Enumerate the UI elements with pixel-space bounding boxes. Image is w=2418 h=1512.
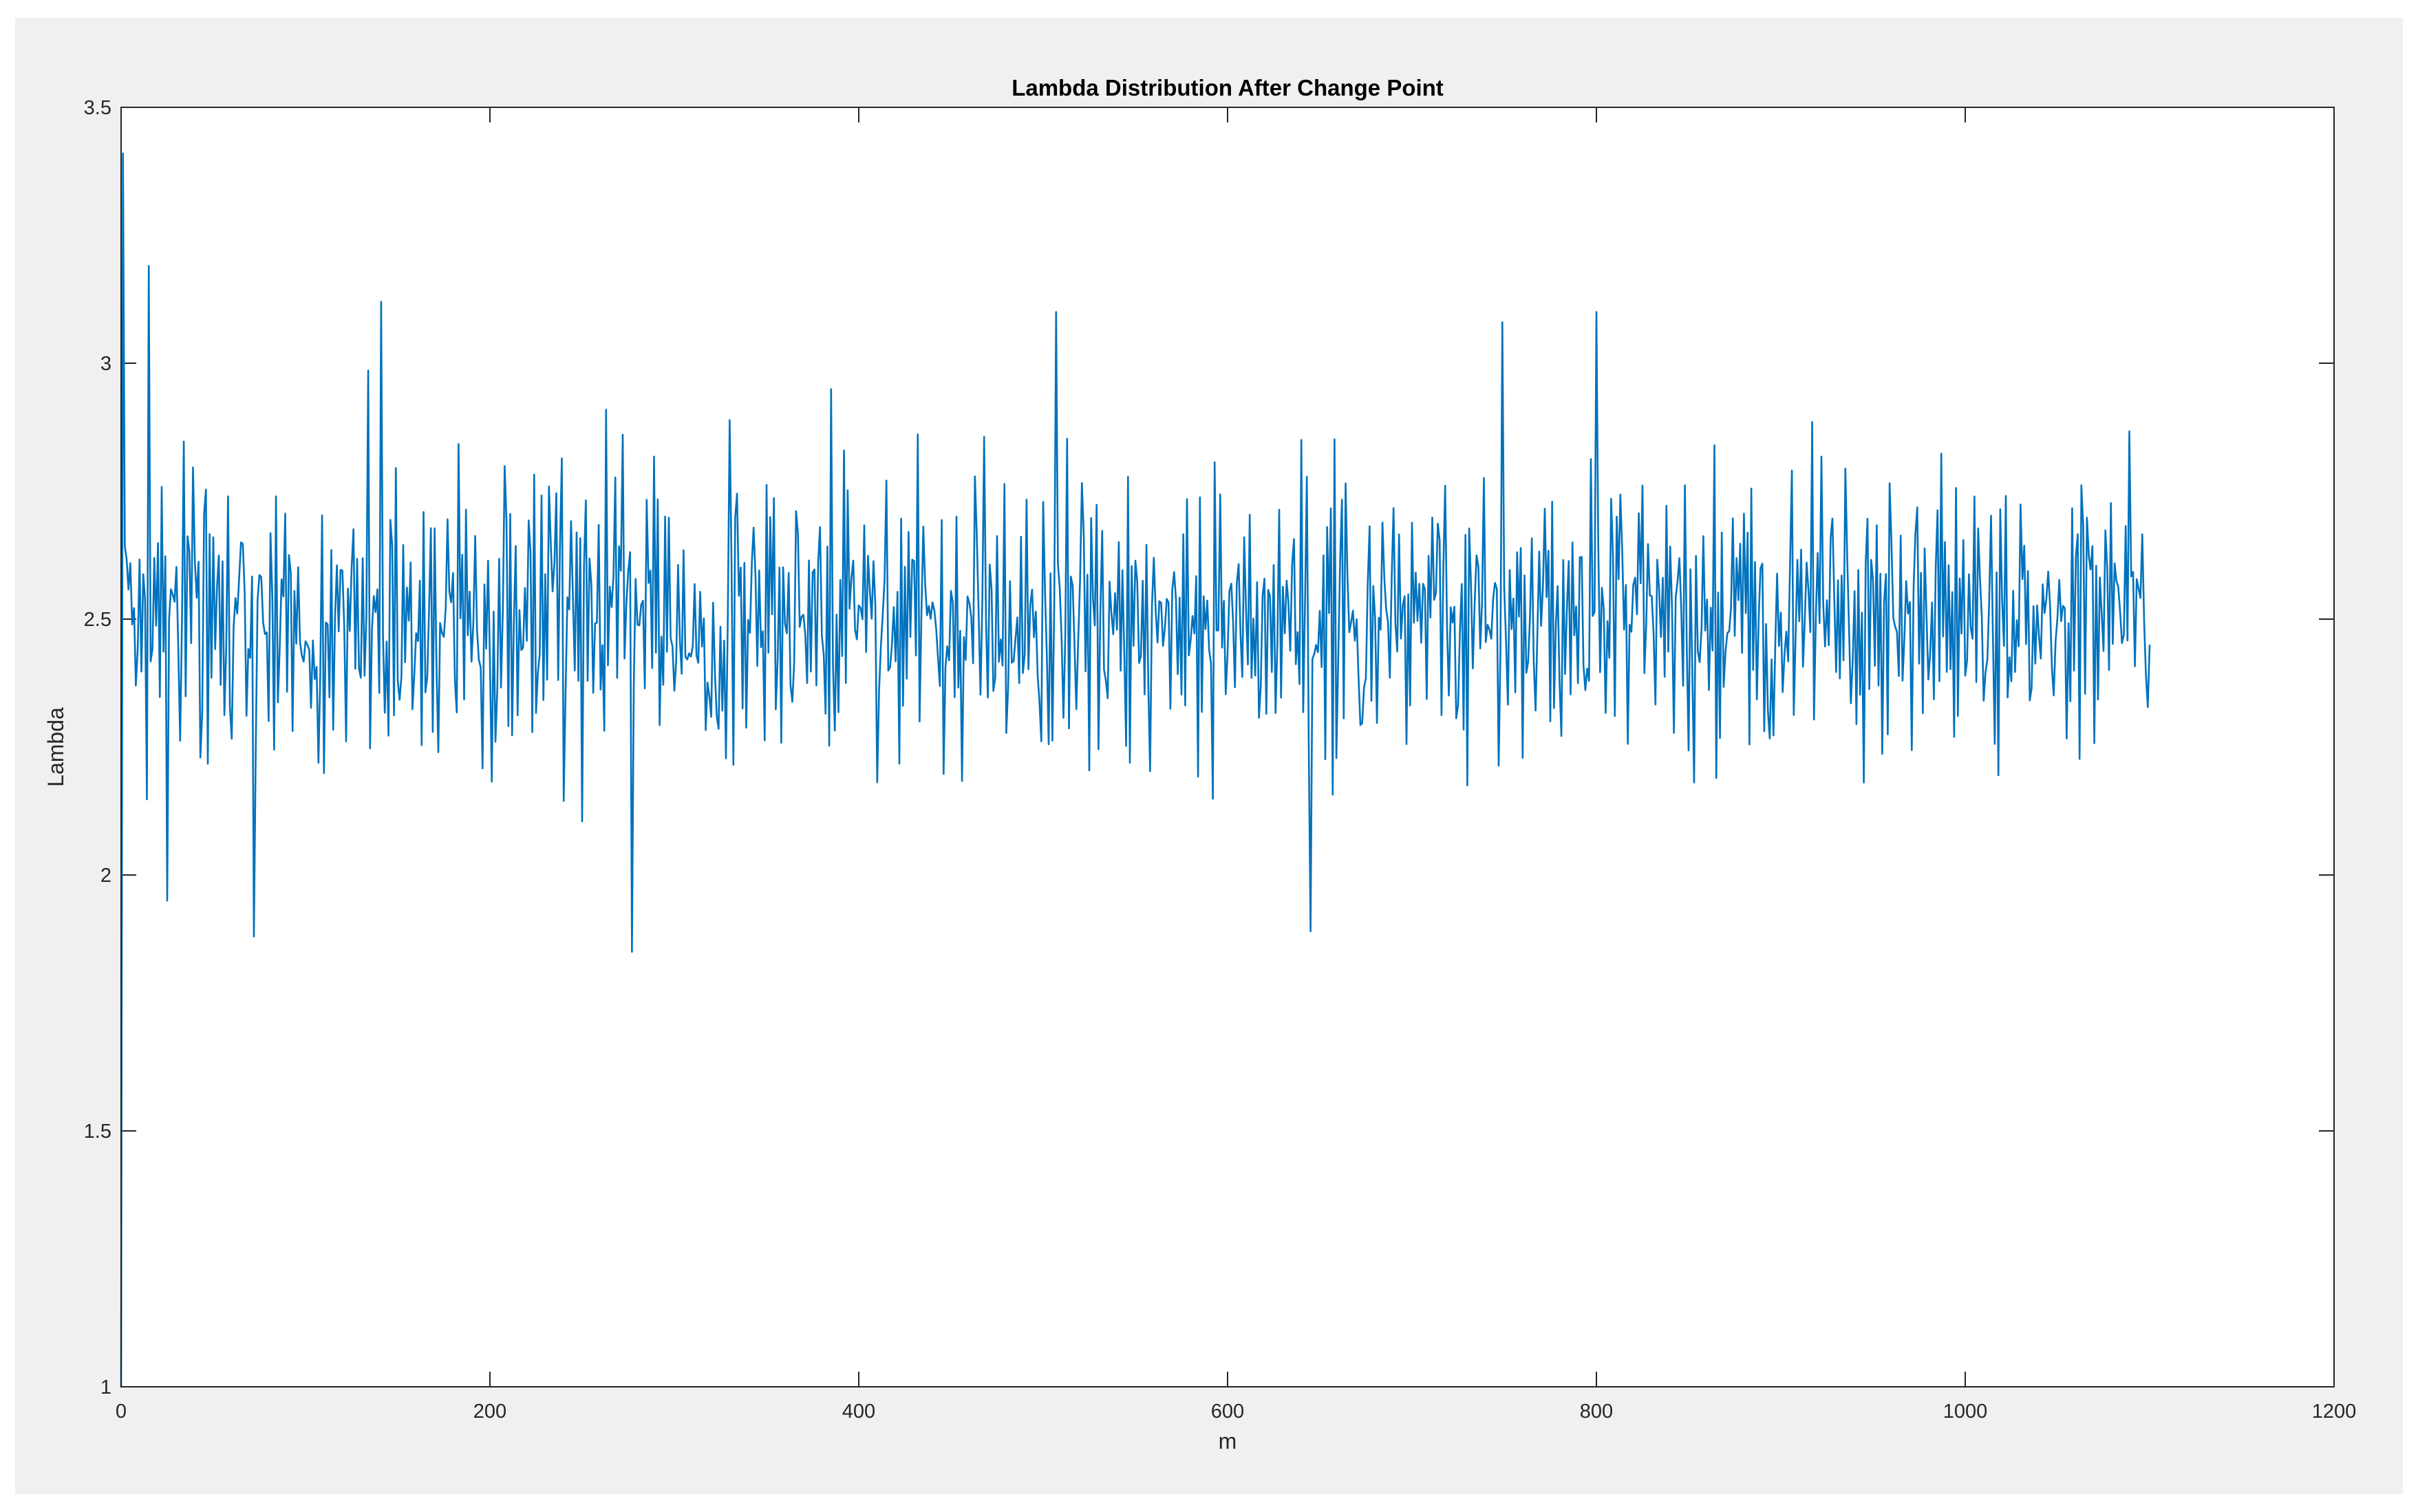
y-tick-label: 1.5	[84, 1121, 111, 1143]
x-tick-label: 0	[116, 1401, 127, 1423]
x-tick-label: 800	[1580, 1401, 1613, 1423]
x-tick-label: 1000	[1943, 1401, 1988, 1423]
axes-box	[120, 107, 2335, 1387]
labels-layer: 0 200 400 600 800 1000 1200 1 1.5 2 2.5 3 3.5	[84, 97, 2357, 1423]
chart-title: Lambda Distribution After Change Point	[1012, 75, 1444, 100]
x-axis-label: m	[1219, 1429, 1237, 1454]
y-tick-label: 3	[100, 353, 111, 375]
figure-window: 0 200 400 600 800 1000 1200 1 1.5 2 2.5 3 3.5 Lambda…	[15, 18, 2403, 1494]
plot-area	[121, 107, 2334, 1387]
y-tick-label: 2	[100, 865, 111, 887]
x-tick-label: 400	[842, 1401, 875, 1423]
y-tick-label: 2.5	[84, 609, 111, 631]
x-tick-label: 1200	[2312, 1401, 2357, 1423]
x-tick-label: 200	[473, 1401, 506, 1423]
y-axis-label: Lambda	[43, 707, 68, 787]
y-tick-label: 1	[100, 1376, 111, 1398]
x-tick-label: 600	[1211, 1401, 1244, 1423]
lambda-series-line	[120, 152, 2151, 1387]
y-tick-label: 3.5	[84, 97, 111, 119]
line-chart: 0 200 400 600 800 1000 1200 1 1.5 2 2.5 3 3.5 Lambda…	[43, 75, 2357, 1454]
